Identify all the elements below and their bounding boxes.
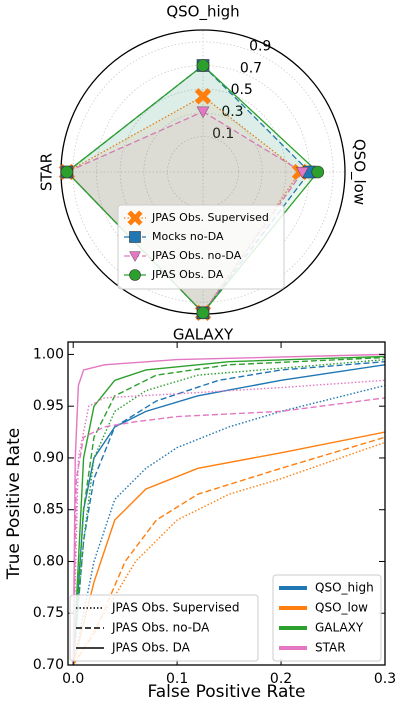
marker bbox=[296, 167, 309, 179]
r-tick-label: 0.9 bbox=[249, 39, 271, 55]
y-tick-label: 1.00 bbox=[33, 346, 64, 362]
legend-label: JPAS Obs. no-DA bbox=[111, 621, 210, 635]
roc-curve bbox=[72, 355, 385, 665]
marker bbox=[60, 165, 74, 179]
y-tick-label: 0.70 bbox=[33, 657, 64, 673]
marker bbox=[129, 251, 141, 262]
r-tick-label: 0.3 bbox=[221, 104, 243, 120]
marker bbox=[194, 88, 212, 105]
grid-circle bbox=[143, 112, 263, 232]
legend-label: QSO_low bbox=[315, 601, 368, 615]
roc-curve bbox=[72, 379, 385, 665]
axis-category-label: QSO_low bbox=[350, 139, 369, 205]
legend-label: QSO_high bbox=[315, 581, 374, 595]
roc-curve bbox=[72, 353, 385, 665]
y-tick-label: 0.80 bbox=[33, 553, 64, 569]
axis-category-label: STAR bbox=[38, 153, 56, 191]
r-tick-label: 0.5 bbox=[231, 82, 253, 98]
axis-category-label: QSO_high bbox=[166, 3, 239, 22]
legend-label: GALAXY bbox=[315, 621, 364, 635]
roc-curve bbox=[72, 384, 385, 665]
legend-label: JPAS Obs. Supervised bbox=[151, 211, 269, 224]
x-tick-label: 0.1 bbox=[166, 671, 188, 687]
legend-box bbox=[272, 574, 382, 662]
r-tick-label: 0.7 bbox=[240, 60, 262, 76]
legend-label: JPAS Obs. DA bbox=[151, 268, 224, 281]
marker bbox=[127, 210, 143, 226]
y-axis-title: True Positive Rate bbox=[4, 428, 24, 580]
marker bbox=[129, 231, 141, 243]
marker bbox=[196, 306, 210, 320]
legend-box bbox=[117, 204, 285, 290]
marker bbox=[196, 59, 210, 72]
y-tick-label: 0.85 bbox=[33, 502, 64, 518]
legend-label: JPAS Obs. DA bbox=[111, 641, 191, 655]
plot-frame bbox=[67, 341, 386, 666]
marker bbox=[129, 269, 141, 281]
roc-curve bbox=[72, 358, 385, 665]
legend-label: Mocks no-DA bbox=[152, 230, 224, 243]
y-tick-label: 0.75 bbox=[33, 605, 64, 621]
x-tick-label: 0.3 bbox=[374, 671, 396, 687]
axis-category-label: GALAXY bbox=[173, 326, 234, 344]
marker bbox=[311, 165, 325, 179]
legend-label: JPAS Obs. Supervised bbox=[111, 601, 239, 615]
legend-label: STAR bbox=[315, 641, 346, 655]
roc-curve bbox=[72, 397, 385, 665]
roc-curve bbox=[72, 431, 385, 665]
y-tick-label: 0.90 bbox=[33, 450, 64, 466]
r-tick-label: 0.1 bbox=[212, 126, 234, 142]
x-axis-title: False Positive Rate bbox=[148, 682, 306, 702]
roc-curve bbox=[72, 356, 385, 665]
y-tick-label: 0.95 bbox=[33, 398, 64, 414]
marker bbox=[196, 106, 210, 119]
x-tick-label: 0.2 bbox=[270, 671, 292, 687]
x-tick-label: 0.0 bbox=[62, 671, 84, 687]
legend-label: JPAS Obs. no-DA bbox=[151, 249, 242, 262]
roc-curve bbox=[72, 360, 385, 665]
legend-box bbox=[69, 594, 259, 662]
